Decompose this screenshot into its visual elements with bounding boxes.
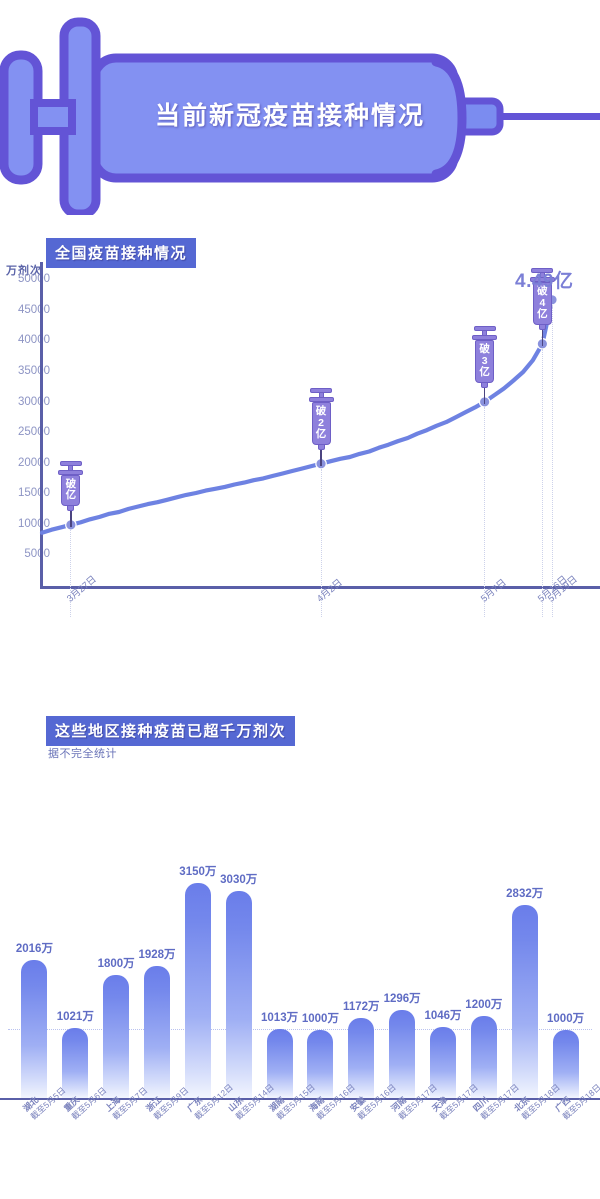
y-axis-tick: 5000	[24, 548, 50, 561]
bar-chart-subtitle: 据不完全统计	[48, 748, 117, 760]
regional-vaccination-bar-chart: 2016万 1021万 1800万 1928万 3150万 3030万 1013万 1000万…	[0, 770, 600, 1199]
guide-line	[320, 468, 322, 617]
bar-value-label: 1800万	[97, 958, 135, 971]
line-chart-section-badge: 全国疫苗接种情况	[46, 238, 197, 268]
bar	[144, 966, 170, 1098]
bar-column: 1000万	[547, 1004, 584, 1098]
bar-column: 1928万	[138, 940, 176, 1098]
bar-value-label: 2832万	[506, 887, 544, 900]
bar-column: 1000万	[302, 1004, 339, 1098]
bar-column: 1021万	[57, 1002, 94, 1098]
syringe-flange-icon	[58, 469, 84, 475]
bar-column: 2016万	[16, 934, 53, 1098]
guide-line	[541, 348, 543, 617]
syringe-needle-icon	[541, 329, 544, 346]
y-axis-unit-label: 万剂次	[6, 265, 42, 277]
bar-value-label: 1046万	[424, 1009, 462, 1022]
bar-column: 1296万	[384, 984, 421, 1098]
bar	[511, 904, 538, 1098]
bar-value-label: 1296万	[383, 992, 421, 1005]
syringe-flange-icon	[529, 277, 555, 283]
bar-column: 1013万	[261, 1003, 298, 1098]
bar	[184, 883, 211, 1098]
bar	[470, 1016, 497, 1098]
milestone-label: 破亿	[61, 474, 81, 506]
bar-column: 1800万	[98, 949, 135, 1098]
bar-value-label: 2016万	[15, 943, 53, 956]
header-syringe-banner: 当前新冠疫苗接种情况	[0, 0, 600, 219]
bar-value-label: 1013万	[261, 1011, 299, 1024]
page-title: 当前新冠疫苗接种情况	[154, 102, 425, 130]
bar	[21, 960, 48, 1098]
syringe-plunger-icon	[473, 326, 496, 332]
bar-column: 1046万	[424, 1001, 462, 1098]
bar	[225, 891, 252, 1098]
bar-column: 1172万	[343, 992, 380, 1098]
y-axis-line	[40, 262, 43, 588]
syringe-needle-icon	[320, 449, 322, 466]
bar	[389, 1009, 416, 1098]
bar	[62, 1028, 89, 1098]
bar	[103, 975, 130, 1098]
syringe-needle-icon	[483, 387, 486, 404]
bar	[430, 1026, 456, 1098]
x-axis-line	[40, 586, 600, 589]
bar-value-label: 1000万	[301, 1012, 339, 1025]
line-series-svg	[39, 293, 558, 535]
bar-column: 3030万	[220, 865, 257, 1098]
syringe-rod-icon	[482, 331, 488, 336]
syringe-tip-icon	[67, 505, 75, 511]
syringe-tip-icon	[317, 444, 325, 450]
bar-value-label: 1928万	[138, 949, 176, 962]
syringe-rod-icon	[539, 273, 545, 278]
syringe-plunger-icon	[59, 460, 82, 466]
syringe-tip-icon	[481, 382, 489, 388]
bar-value-label: 3030万	[220, 874, 258, 887]
syringe-plunger-icon	[310, 388, 333, 394]
bar-column: 2832万	[506, 879, 543, 1098]
bar-value-label: 3150万	[179, 866, 217, 879]
bar	[307, 1029, 334, 1098]
guide-line	[551, 304, 553, 617]
guide-line	[484, 406, 486, 617]
syringe-icon	[0, 17, 600, 219]
syringe-plunger-icon	[531, 268, 554, 274]
bar-value-label: 1172万	[343, 1001, 380, 1014]
syringe-rod-icon	[68, 465, 74, 470]
bar	[348, 1018, 375, 1098]
guide-line	[70, 529, 72, 617]
syringe-flange-icon	[472, 335, 498, 341]
syringe-needle-icon	[70, 510, 72, 527]
milestone-syringe-icon: 破亿	[58, 460, 84, 527]
bar	[552, 1029, 579, 1098]
national-vaccination-line-chart: 万剂次 50000 45000 40000 35000 30000 25000 20000 1…	[0, 262, 600, 632]
bar-value-label: 1200万	[465, 999, 503, 1012]
syringe-rod-icon	[318, 393, 324, 398]
peak-value-label: 4.49亿	[515, 270, 574, 292]
reference-line	[8, 1028, 592, 1030]
bar	[266, 1028, 293, 1098]
syringe-flange-icon	[308, 397, 334, 403]
syringe-tip-icon	[538, 324, 546, 330]
bar-value-label: 1021万	[56, 1011, 94, 1024]
bar-column: 1200万	[465, 990, 502, 1098]
bar-column: 3150万	[179, 857, 216, 1098]
bar-value-label: 1000万	[547, 1012, 585, 1025]
bar-chart-section-badge: 这些地区接种疫苗已超千万剂次	[46, 716, 296, 746]
bar-axis-line	[0, 1097, 600, 1100]
